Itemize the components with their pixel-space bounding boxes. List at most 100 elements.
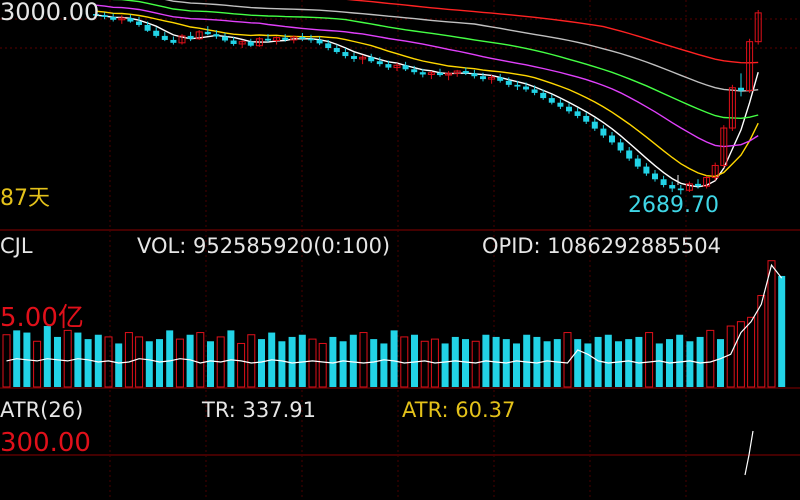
candle-body-down: [652, 173, 658, 180]
low-price-label: 2689.70: [628, 193, 719, 218]
candle-body-up: [238, 41, 246, 45]
volume-bar-down: [604, 334, 612, 387]
volume-bar-down: [778, 275, 786, 387]
volume-bar-down: [451, 336, 459, 387]
atr-line: [744, 430, 754, 476]
candle-body-up: [488, 76, 496, 80]
candle-body-up: [685, 183, 693, 191]
volume-bar-down: [625, 339, 633, 387]
candle-body-down: [213, 34, 220, 37]
candle-body-up: [720, 127, 728, 166]
candle-body-down: [557, 102, 564, 107]
candle-body-down: [368, 57, 375, 62]
candle-body-down: [299, 37, 306, 39]
candle-body-down: [419, 72, 426, 75]
volume-bar-down: [339, 341, 347, 387]
volume-bar-down: [635, 336, 643, 387]
volume-bar-down: [94, 334, 102, 387]
volume-bar-down: [615, 341, 622, 387]
volume-bar-down: [543, 341, 551, 387]
candle-body-up: [178, 35, 186, 44]
candle-body-down: [540, 92, 547, 99]
volume-bar-down: [717, 339, 724, 387]
candle-body-up: [359, 56, 367, 60]
candle-body-down: [316, 39, 323, 44]
candle-body-down: [308, 38, 314, 41]
volume-bar-up: [645, 332, 654, 388]
volume-bar-down: [411, 334, 418, 387]
volume-bar-down: [523, 334, 531, 387]
volume-scale-label: 5.00亿: [0, 303, 84, 333]
candle-body-down: [437, 72, 443, 76]
candle-body-up: [445, 72, 453, 76]
candle-body-down: [626, 150, 633, 159]
candle-body-down: [144, 24, 151, 31]
volume-bar-down: [43, 326, 51, 387]
ma-line-5: [95, 14, 759, 188]
volume-bar-down: [207, 341, 214, 387]
candle-body-down: [462, 71, 469, 74]
candle-body-down: [643, 166, 650, 174]
volume-bar-up: [175, 338, 184, 388]
volume-bar-up: [318, 342, 327, 388]
volume-bar-down: [298, 334, 306, 387]
volume-bar-down: [533, 336, 541, 387]
candle-body-down: [505, 80, 512, 85]
volume-bar-down: [74, 332, 82, 387]
volume-ma-line: [6, 263, 783, 364]
candle-body-down: [333, 48, 340, 53]
atr-polyline: [744, 430, 754, 476]
volume-bar-up: [736, 321, 745, 388]
candle-body-up: [393, 64, 401, 69]
candle-body-down: [695, 183, 701, 187]
atr-indicator-name: ATR(26): [0, 398, 84, 422]
volume-bar-up: [33, 340, 42, 388]
candle-body-down: [617, 142, 624, 151]
ma-line-30: [112, 0, 759, 120]
volume-bar-down: [145, 341, 153, 387]
volume-bar-up: [757, 295, 766, 388]
volume-bar-up: [563, 332, 572, 388]
candle-body-down: [677, 188, 684, 191]
volume-bar-down: [370, 339, 378, 387]
candle-body-down: [376, 61, 383, 65]
volume-bar-down: [349, 334, 357, 387]
ma-line-10: [95, 10, 759, 178]
candle-body-down: [265, 38, 271, 41]
volume-bar-down: [584, 343, 592, 387]
volume-bar-down: [115, 343, 123, 387]
volume-bar-up: [726, 325, 735, 388]
candle-body-down: [514, 84, 521, 87]
volume-bar-down: [166, 330, 174, 387]
candle-body-down: [497, 77, 504, 81]
candle-body-down: [583, 115, 590, 122]
candle-body-down: [136, 21, 142, 25]
candle-body-down: [738, 87, 744, 91]
volume-bar-up: [706, 329, 715, 388]
candle-body-down: [411, 69, 418, 73]
candle-body-up: [746, 41, 754, 92]
volume-bar-down: [258, 339, 265, 387]
candle-body-up: [754, 12, 762, 43]
candle-body-down: [574, 111, 581, 116]
candle-body-down: [531, 89, 538, 93]
atr-readout: ATR: 60.37: [402, 398, 516, 422]
candle-body-down: [153, 30, 160, 36]
candle-body-down: [187, 35, 194, 39]
candle-body-down: [110, 16, 117, 20]
candle-body-down: [93, 14, 99, 16]
volume-bar-up: [247, 334, 256, 388]
volume-bar-up: [767, 260, 776, 388]
volume-bar-down: [441, 343, 449, 387]
vol-readout: VOL: 952585920(0:100): [137, 234, 391, 258]
volume-bar-down: [186, 334, 194, 387]
candle-body-down: [127, 18, 134, 22]
candle-body-down: [222, 36, 228, 41]
ma-line-60: [346, 0, 759, 64]
volume-bar-up: [2, 334, 11, 388]
volume-bar-down: [553, 339, 561, 387]
volume-bar-down: [676, 334, 684, 387]
candle-body-up: [273, 37, 281, 42]
volume-bar-down: [227, 330, 235, 387]
candle-body-down: [402, 65, 409, 70]
